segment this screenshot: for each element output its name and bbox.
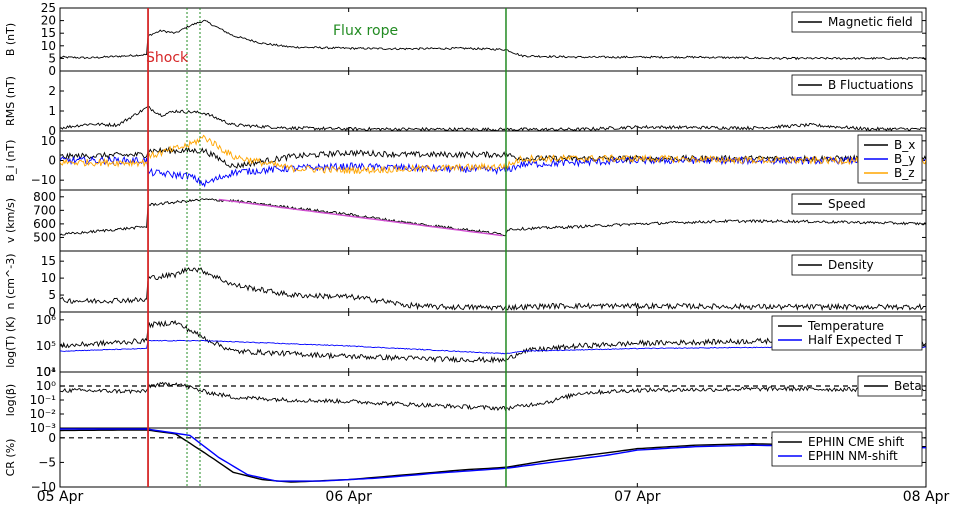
legend: Magnetic field: [791, 11, 923, 33]
y-axis-label: B (nT): [4, 23, 17, 56]
y-axis-label: log(β): [4, 384, 17, 416]
y-tick-label: −5: [38, 455, 56, 469]
y-tick-label: 20: [41, 14, 56, 28]
y-axis-label: CR (%): [4, 439, 17, 477]
legend: B_xB_yB_z: [857, 134, 923, 184]
series-line-beta: [60, 381, 926, 412]
y-tick-label: 10⁴: [36, 365, 56, 379]
legend: Density: [791, 254, 923, 276]
series-line-b-fluctuations: [60, 105, 926, 131]
y-tick-label: 10: [41, 39, 56, 53]
y-tick-label: 800: [33, 190, 56, 204]
legend-label: B_y: [894, 152, 915, 166]
y-tick-label: 0: [48, 305, 56, 319]
y-axis-label: RMS (nT): [4, 76, 17, 126]
event-markers: [147, 8, 507, 487]
x-tick-label: 05 Apr: [37, 489, 84, 505]
y-tick-label: 5: [48, 288, 56, 302]
legend-label: Speed: [828, 197, 866, 211]
legend-box: [791, 254, 923, 276]
legend-label: EPHIN NM-shift: [808, 449, 898, 463]
shock-label: Shock: [146, 50, 189, 66]
y-tick-label: 10⁻²: [30, 407, 57, 421]
y-tick-label: 25: [41, 1, 56, 15]
panel-5: 0 5 10 15 n (cm^-3) Density: [4, 250, 927, 319]
legend-label: B_x: [894, 138, 915, 152]
y-tick-label: 600: [33, 217, 56, 231]
legend-box: [791, 11, 923, 33]
y-tick-label: 2: [48, 84, 56, 98]
y-axis-label: B_i (nT): [4, 140, 17, 182]
legend-label: EPHIN CME shift: [808, 435, 905, 449]
panel-frame: [59, 371, 927, 429]
legend: Beta: [857, 375, 923, 397]
y-tick-label: 0: [48, 64, 56, 78]
legend-box: [791, 74, 923, 96]
legend-box: [857, 375, 923, 397]
series-line-density: [60, 266, 926, 312]
y-tick-label: 15: [41, 254, 56, 268]
legend-box: [771, 315, 923, 351]
legend-box: [791, 193, 923, 215]
legend-label: Density: [828, 258, 874, 272]
y-tick-label: 10¹: [36, 365, 56, 379]
y-axis-label: n (cm^-3): [4, 254, 17, 310]
y-axis-label: v (km/s): [4, 198, 17, 243]
y-tick-label: 15: [41, 26, 56, 40]
y-tick-label: 1: [48, 104, 56, 118]
legend-label: B_z: [894, 166, 915, 180]
y-tick-label: 10: [41, 134, 56, 148]
series-line-b-z: [60, 134, 926, 175]
legend-label: Magnetic field: [828, 15, 913, 29]
y-tick-label: 0: [48, 154, 56, 168]
y-tick-label: 10⁵: [36, 339, 56, 353]
series-line-speed: [60, 198, 926, 237]
y-tick-label: −10: [31, 480, 56, 494]
legend-box: [771, 431, 923, 467]
y-tick-label: 700: [33, 203, 56, 217]
y-tick-label: 10⁻¹: [30, 393, 57, 407]
x-tick-label: 08 Apr: [903, 489, 950, 505]
x-tick-label: 07 Apr: [614, 489, 661, 505]
y-tick-label: 5: [48, 51, 56, 65]
x-tick-label: 06 Apr: [325, 489, 372, 505]
legend: B Fluctuations: [791, 74, 923, 96]
y-tick-label: 0: [48, 124, 56, 138]
legend-label: Temperature: [807, 319, 884, 333]
y-tick-label: 10⁰: [36, 379, 56, 393]
legend-label: B Fluctuations: [828, 78, 913, 92]
panel-2: 0 1 2 RMS (nT) B Fluctuations: [4, 70, 927, 138]
series-line-fit: [218, 198, 503, 237]
panel-3: −10 0 10 B_i (nT) B_xB_yB_z: [4, 130, 927, 191]
series-line-b-x: [60, 146, 926, 169]
y-tick-label: 0: [48, 431, 56, 445]
y-tick-label: 10⁶: [36, 313, 56, 327]
legend-label: Beta: [894, 379, 922, 393]
y-tick-label: 10⁻³: [30, 421, 57, 435]
legend: Speed: [791, 193, 923, 215]
y-tick-label: 500: [33, 230, 56, 244]
y-tick-label: −10: [31, 173, 56, 187]
flux-rope-label: Flux rope: [333, 23, 398, 39]
y-axis-label: log(T) (K): [4, 316, 17, 367]
legend-label: Half Expected T: [808, 333, 904, 347]
x-axis: 05 Apr 06 Apr 07 Apr 08 Apr: [37, 489, 950, 505]
y-tick-label: 10: [41, 271, 56, 285]
series-line-magnetic-field: [60, 19, 926, 61]
panel-frame: [59, 427, 927, 488]
